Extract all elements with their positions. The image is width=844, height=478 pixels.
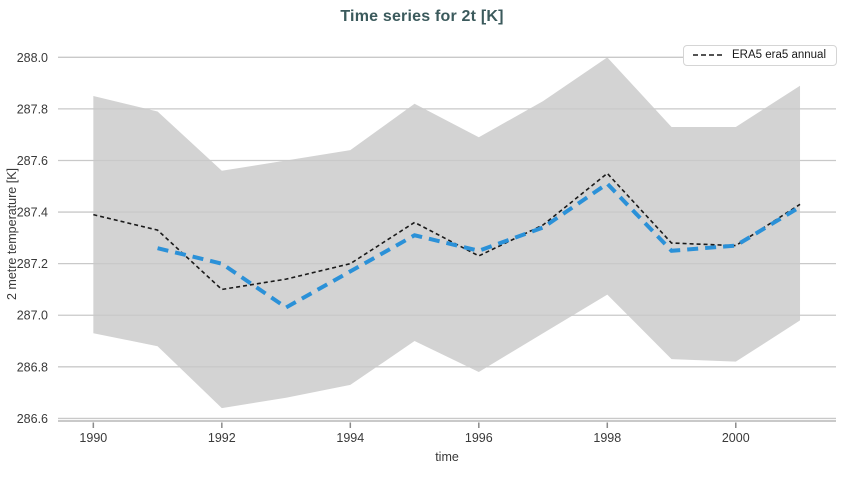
y-tick-label: 287.2 — [17, 257, 48, 271]
uncertainty-band — [93, 57, 801, 409]
y-tick-label: 287.4 — [17, 206, 48, 220]
chart-title: Time series for 2t [K] — [340, 8, 504, 25]
y-axis-title: 2 metre temperature [K] — [5, 168, 19, 300]
legend-item-label: ERA5 era5 annual — [732, 49, 826, 61]
x-tick-label: 1994 — [336, 431, 364, 445]
x-tick-label: 1998 — [593, 431, 621, 445]
blue-dashed-annual-line — [157, 181, 802, 310]
x-axis-title: time — [435, 450, 459, 464]
x-tick-label: 1996 — [465, 431, 493, 445]
x-tick-label: 2000 — [722, 431, 750, 445]
x-tick-label: 1992 — [208, 431, 236, 445]
legend-dashed-line-sample — [693, 54, 724, 56]
y-tick-label: 287.0 — [17, 309, 48, 323]
y-tick-label: 288.0 — [17, 51, 48, 65]
y-tick-label: 286.8 — [17, 360, 48, 374]
y-tick-label: 287.8 — [17, 102, 48, 116]
x-tick-label: 1990 — [79, 431, 107, 445]
y-tick-label: 287.6 — [17, 154, 48, 168]
y-tick-label: 286.6 — [17, 412, 48, 426]
legend: ERA5 era5 annual — [683, 45, 837, 66]
